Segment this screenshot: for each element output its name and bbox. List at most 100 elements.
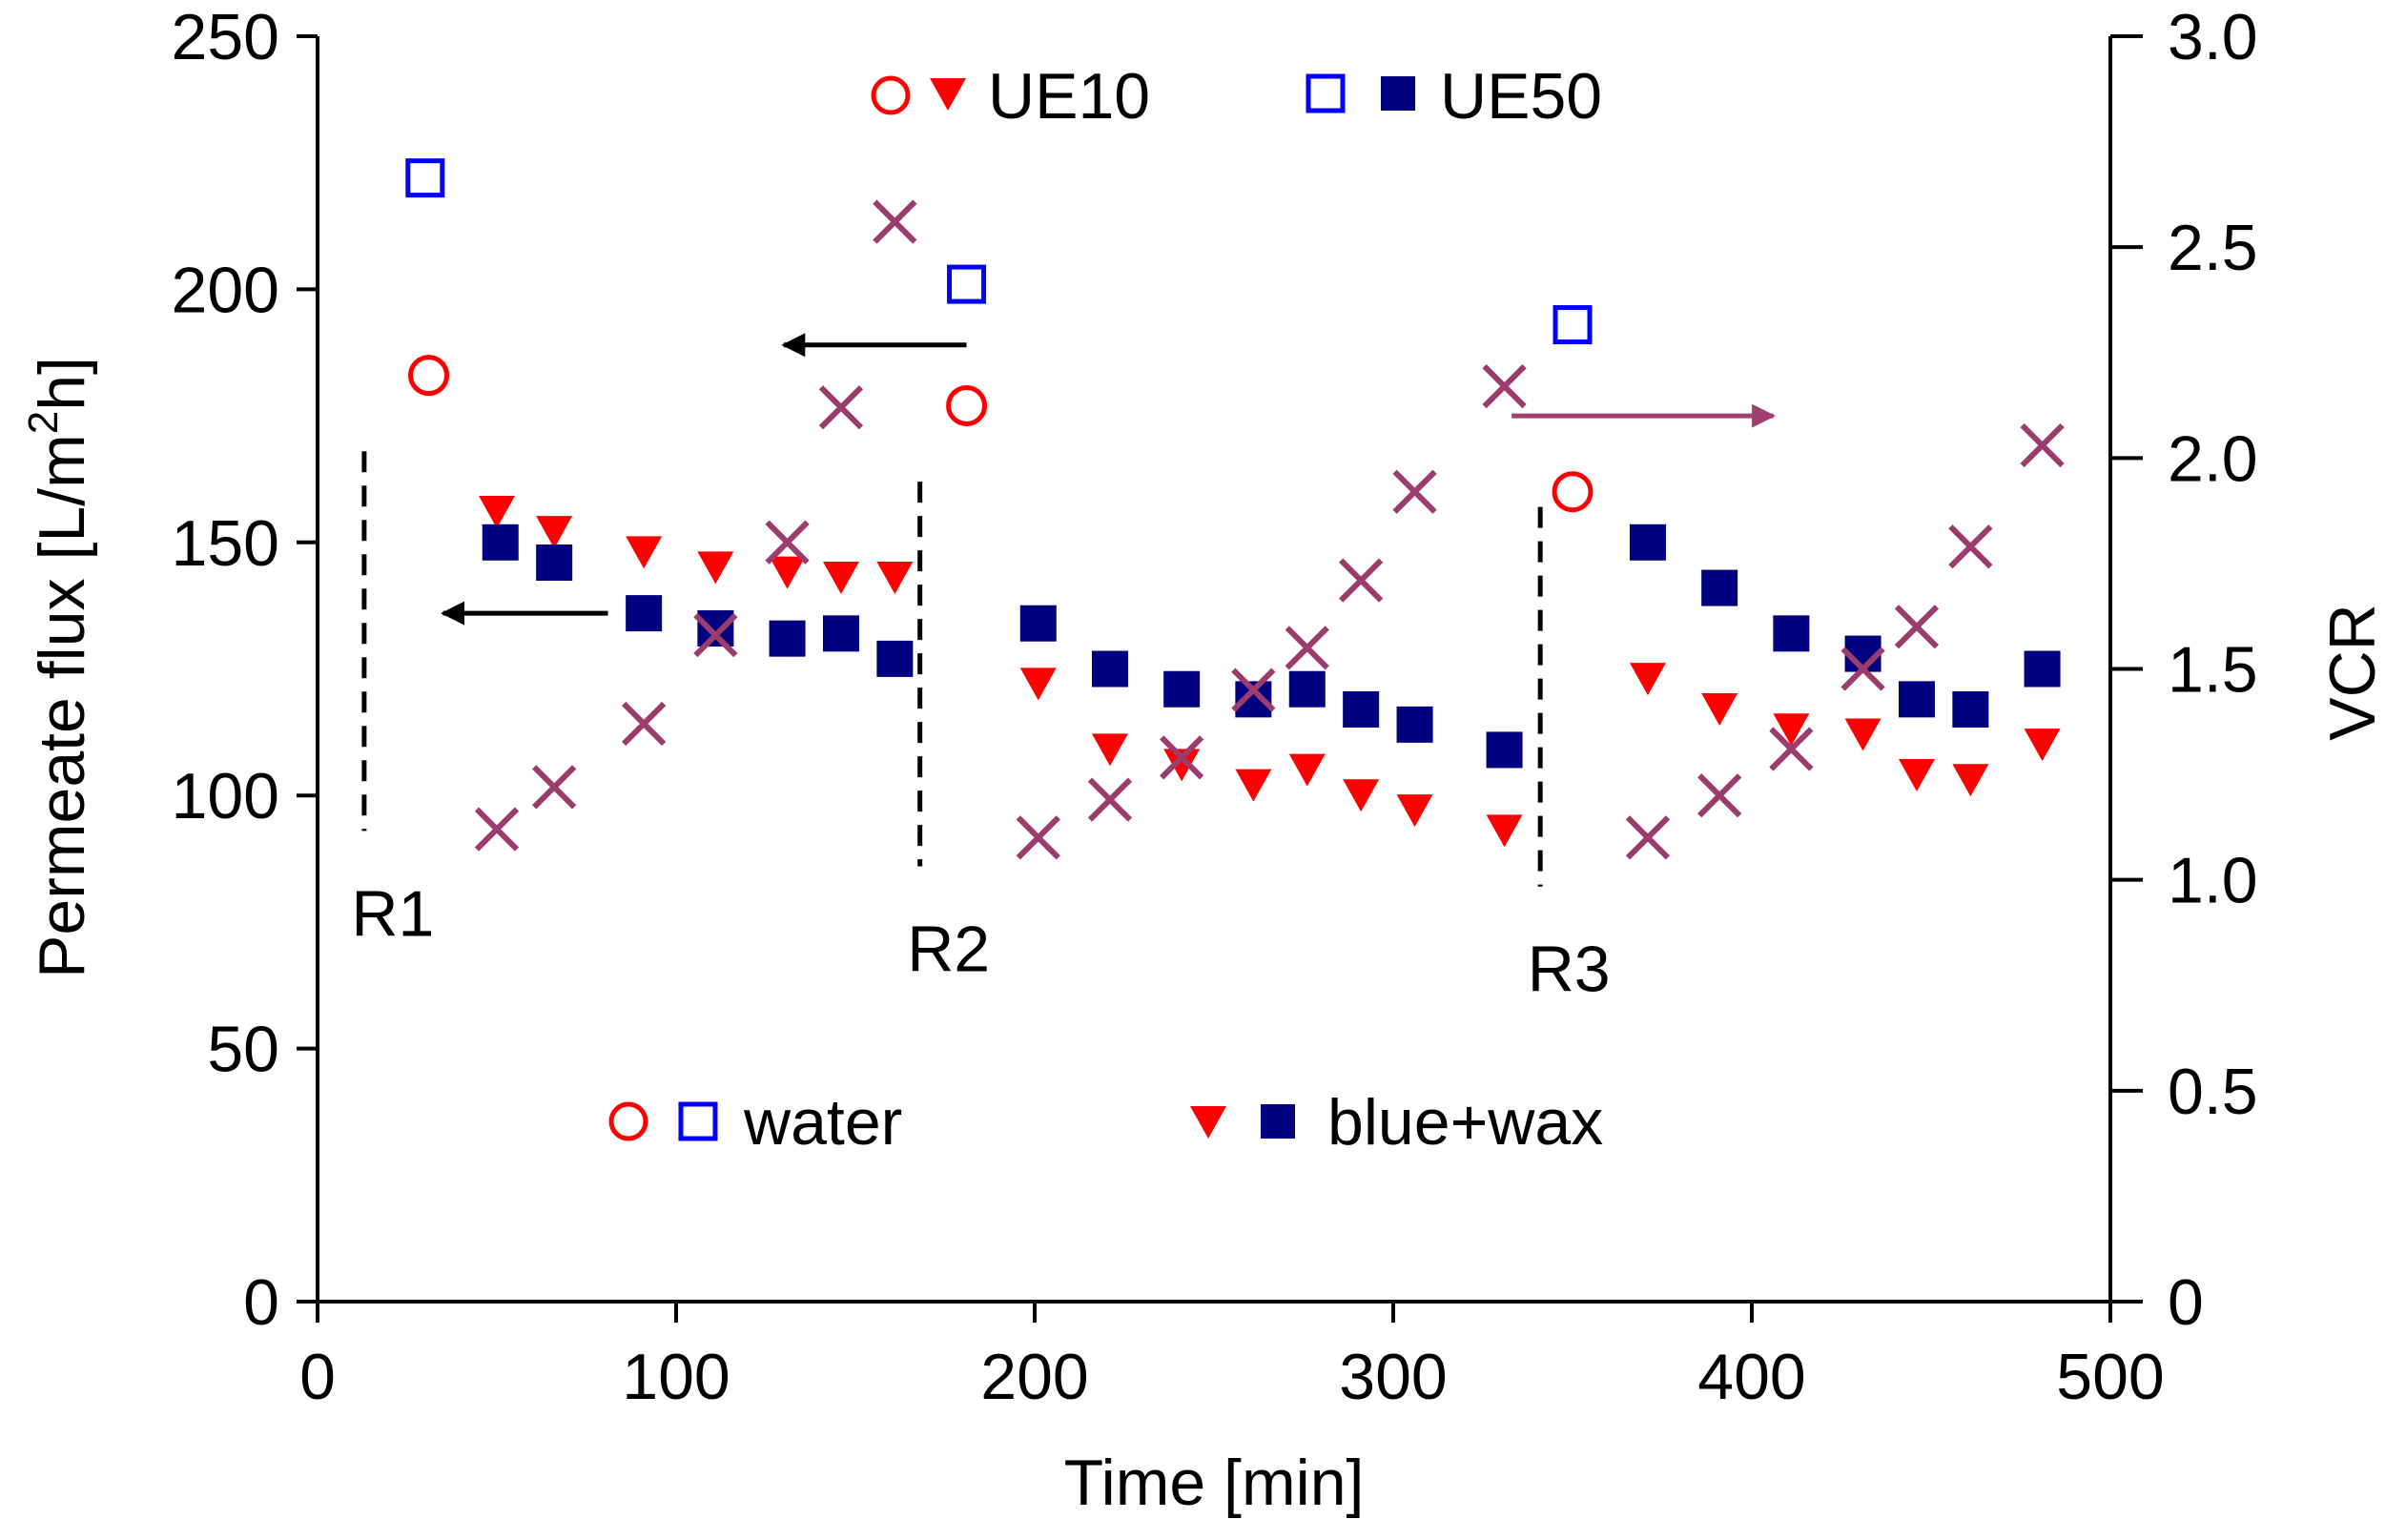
point-ue50-water (405, 158, 445, 198)
x-tick-label: 0 (299, 1341, 336, 1413)
point-ue10-bluewax (1019, 667, 1057, 701)
series-vcr (474, 199, 2065, 860)
y-tick-label: 200 (172, 254, 279, 326)
point-ue50-water (947, 264, 987, 304)
region-label-r1: R1 (351, 877, 434, 950)
point-vcr (1697, 773, 1742, 818)
point-ue50-bluewax (1091, 650, 1128, 688)
series-ue10-water (408, 355, 1594, 513)
point-vcr (2020, 422, 2065, 468)
direction-arrows (441, 333, 1777, 626)
x-tick-label: 100 (622, 1341, 730, 1413)
point-vcr (1339, 558, 1384, 603)
region-markers: R1 R2 R3 (351, 451, 1611, 1006)
y2-tick-label: 3.0 (2168, 1, 2258, 73)
point-ue50-bluewax (1773, 615, 1810, 652)
point-ue50-bluewax (876, 640, 914, 677)
y-tick-label: 150 (172, 507, 279, 580)
point-ue50-bluewax (482, 524, 519, 561)
point-ue10-bluewax (1396, 794, 1433, 828)
y-axis-title: Permeate flux [L/m2h] (20, 357, 98, 978)
point-vcr (1087, 777, 1133, 822)
y2-tick-label: 0 (2168, 1266, 2204, 1339)
legend-water-label: water (743, 1086, 902, 1159)
point-ue10-bluewax (2024, 729, 2061, 762)
point-vcr (873, 199, 917, 244)
point-ue50-bluewax (1163, 670, 1201, 708)
point-ue50-bluewax (697, 610, 734, 647)
point-ue10-bluewax (1235, 769, 1272, 802)
y2-tick-label: 0.5 (2168, 1056, 2258, 1128)
point-ue10-bluewax (1952, 764, 1989, 797)
legend-top: UE10 UE50 (871, 60, 1602, 133)
point-vcr (1840, 647, 1885, 691)
axis-ticks: 0 100 200 300 400 50005010015020025000.51.01.… (172, 1, 2258, 1413)
y2-tick-label: 2.5 (2168, 212, 2258, 284)
point-ue50-bluewax (1343, 690, 1380, 728)
point-ue50-bluewax (1486, 731, 1523, 769)
point-vcr (1894, 605, 1940, 649)
point-vcr (1769, 727, 1814, 771)
x-tick-label: 400 (1697, 1341, 1805, 1413)
point-ue10-bluewax (769, 556, 806, 589)
point-ue10-bluewax (1163, 749, 1201, 782)
legend-water-circle-marker (608, 1101, 648, 1141)
point-ue10-bluewax (1486, 814, 1523, 848)
point-vcr (1231, 667, 1276, 712)
series-ue50-blue-wax (482, 524, 2061, 769)
x-tick-label: 300 (1339, 1341, 1447, 1413)
y-tick-label: 100 (172, 760, 279, 832)
y2-tick-label: 1.0 (2168, 845, 2258, 917)
point-vcr (1392, 469, 1437, 514)
point-ue50-bluewax (2024, 650, 2061, 688)
point-ue10-bluewax (1288, 753, 1326, 787)
legend-ue50-filled-square-marker (1381, 76, 1415, 111)
point-vcr (1160, 735, 1204, 780)
point-ue10-bluewax (1898, 758, 1935, 791)
point-ue10-bluewax (822, 561, 859, 594)
legend-ue10-label: UE10 (988, 60, 1150, 133)
region-label-r3: R3 (1528, 934, 1611, 1006)
point-vcr (532, 765, 577, 810)
legend-bluewax-triangle-marker (1190, 1106, 1226, 1139)
legend-bluewax-label: blue+wax (1327, 1086, 1603, 1159)
y-axis-title-main: Permeate flux [L/m (26, 434, 98, 978)
x-tick-label: 500 (2056, 1341, 2164, 1413)
point-ue10-bluewax (1091, 733, 1128, 767)
y2-tick-label: 2.0 (2168, 422, 2258, 495)
y2-tick-label: 1.5 (2168, 634, 2258, 707)
y-tick-label: 50 (207, 1014, 279, 1086)
point-ue50-bluewax (822, 615, 859, 652)
legend-ue10-triangle-marker (930, 78, 966, 111)
point-ue50-bluewax (1019, 605, 1057, 642)
point-ue10-bluewax (626, 536, 663, 569)
y-axis-title-superscript: 2 (20, 411, 67, 434)
point-ue50-water (1553, 305, 1593, 345)
point-ue10-bluewax (479, 495, 515, 528)
x-axis-title: Time [min] (1064, 1447, 1365, 1519)
legend-ue10-circle-marker (871, 75, 911, 115)
legend-water-square-marker (678, 1101, 718, 1141)
point-ue50-bluewax (769, 620, 806, 657)
point-vcr (1482, 364, 1527, 409)
legend-bluewax-square-marker (1261, 1104, 1295, 1139)
point-ue50-bluewax (1396, 706, 1433, 743)
y-tick-label: 250 (172, 1, 279, 73)
point-ue10-bluewax (536, 516, 573, 549)
point-vcr (818, 385, 864, 430)
y-tick-label: 0 (243, 1266, 279, 1339)
point-ue10-water (1552, 471, 1594, 513)
x-tick-label: 200 (980, 1341, 1088, 1413)
series-ue50-water (405, 158, 1593, 345)
point-ue10-bluewax (697, 551, 734, 585)
point-ue50-bluewax (536, 544, 573, 582)
point-vcr (1625, 815, 1671, 860)
point-ue10-bluewax (1629, 663, 1666, 696)
y2-axis-title: VCR (2316, 604, 2389, 741)
point-ue10-water (946, 384, 988, 426)
point-vcr (1285, 626, 1329, 670)
point-ue50-bluewax (1629, 524, 1666, 561)
point-ue10-bluewax (1701, 692, 1738, 726)
point-ue10-bluewax (1343, 779, 1380, 812)
